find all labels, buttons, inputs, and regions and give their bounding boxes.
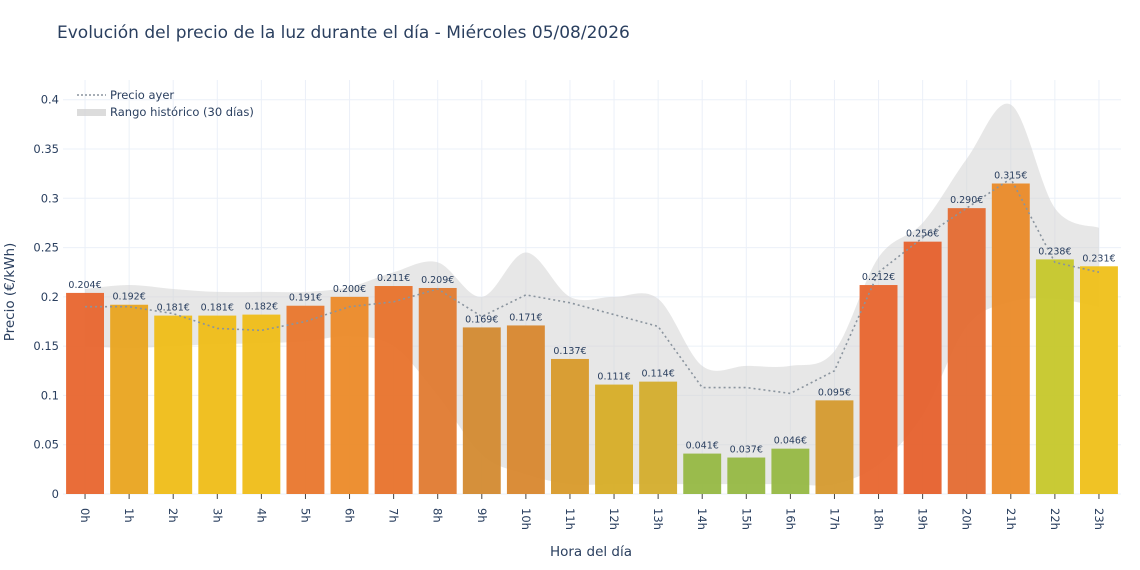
x-tick-label: 11h	[563, 508, 577, 530]
y-tick-label: 0.3	[41, 191, 59, 205]
x-axis-label: Hora del día	[550, 544, 632, 560]
bar-23h	[1080, 266, 1118, 494]
bar-value-labels: 0.204€ 0.192€ 0.181€ 0.181€ 0.182€ 0.191€ 0.20…	[68, 171, 1115, 456]
bar-8h	[418, 287, 457, 494]
historical-range-area	[85, 103, 1099, 486]
bar-value-label: 0.181€	[201, 303, 234, 314]
x-tick-label: 0h	[78, 508, 92, 523]
bar-value-label: 0.111€	[597, 372, 630, 383]
x-tick-label: 10h	[519, 508, 533, 530]
bar-value-label: 0.169€	[465, 314, 498, 325]
x-tick-label: 8h	[431, 508, 445, 523]
x-tick-label: 3h	[210, 508, 224, 523]
bar-value-label: 0.209€	[421, 275, 454, 286]
bar-value-label: 0.037€	[730, 445, 763, 456]
y-tick-label: 0.1	[41, 388, 59, 402]
legend-band-swatch	[77, 109, 106, 116]
bar-12h	[595, 384, 633, 494]
bar-value-label: 0.231€	[1082, 253, 1115, 264]
bar-value-label: 0.315€	[994, 171, 1027, 182]
x-tick-label: 4h	[254, 508, 268, 523]
bar-2h	[154, 315, 193, 494]
y-tick-labels: 0 0.05 0.1 0.15 0.2 0.25 0.3 0.35 0.4	[33, 93, 59, 501]
bar-value-label: 0.041€	[686, 441, 719, 452]
bar-value-label: 0.181€	[157, 303, 190, 314]
bar-5h	[286, 305, 325, 494]
x-tick-label: 1h	[122, 508, 136, 523]
x-tick-label: 21h	[1004, 508, 1018, 530]
legend: Precio ayer Rango histórico (30 días)	[77, 88, 254, 119]
bar-9h	[462, 327, 501, 494]
bar-15h	[727, 457, 766, 494]
bar-7h	[374, 286, 413, 494]
bar-20h	[947, 208, 986, 494]
bar-value-label: 0.200€	[333, 284, 366, 295]
x-tick-label: 23h	[1092, 508, 1106, 530]
bar-value-label: 0.211€	[377, 273, 410, 284]
x-tick-label: 12h	[607, 508, 621, 530]
x-tick-label: 13h	[651, 508, 665, 530]
legend-label-yesterday: Precio ayer	[110, 88, 174, 102]
x-tick-label: 17h	[827, 508, 841, 530]
bar-value-label: 0.212€	[862, 272, 895, 283]
bar-value-label: 0.114€	[642, 369, 675, 380]
x-tick-label: 18h	[872, 508, 886, 530]
bar-21h	[991, 183, 1030, 494]
x-tick-label: 2h	[166, 508, 180, 523]
bar-value-label: 0.137€	[553, 346, 586, 357]
bar-10h	[506, 325, 545, 494]
x-tick-label: 14h	[695, 508, 709, 530]
x-tick-label: 6h	[343, 508, 357, 523]
y-tick-label: 0.05	[33, 438, 59, 452]
bar-17h	[815, 400, 854, 494]
bar-value-label: 0.238€	[1038, 246, 1071, 257]
bar-value-label: 0.192€	[113, 292, 146, 303]
bar-19h	[903, 241, 942, 494]
x-tick-label: 9h	[475, 508, 489, 523]
x-tick-label: 15h	[739, 508, 753, 530]
bar-value-label: 0.204€	[68, 280, 101, 291]
y-tick-label: 0.4	[41, 93, 59, 107]
bar-value-label: 0.046€	[774, 436, 807, 447]
yesterday-price-line	[85, 177, 1100, 395]
bar-value-label: 0.095€	[818, 387, 851, 398]
bar-value-label: 0.182€	[245, 302, 278, 313]
bar-0h	[66, 292, 104, 494]
x-tick-label: 20h	[960, 508, 974, 530]
legend-label-historical: Rango histórico (30 días)	[110, 105, 254, 119]
bar-1h	[110, 304, 149, 494]
bar-value-label: 0.290€	[950, 195, 983, 206]
bar-14h	[683, 453, 722, 494]
y-tick-label: 0.35	[33, 142, 59, 156]
bar-4h	[242, 314, 281, 494]
x-tick-label: 22h	[1048, 508, 1062, 530]
y-tick-label: 0.25	[33, 241, 59, 255]
bar-value-label: 0.191€	[289, 293, 322, 304]
x-tick-labels: 0h 1h 2h 3h 4h 5h 6h 7h 8h 9h 10h 11h 12h 13h 14h 15h 16…	[78, 494, 1106, 530]
x-tick-label: 7h	[387, 508, 401, 523]
bar-16h	[771, 448, 810, 494]
x-tick-label: 16h	[783, 508, 797, 530]
bar-13h	[639, 381, 678, 494]
bar-6h	[330, 296, 369, 494]
x-tick-label: 5h	[298, 508, 312, 523]
y-tick-label: 0	[52, 487, 59, 501]
bar-value-label: 0.171€	[509, 312, 542, 323]
historical-range-band	[85, 103, 1099, 486]
bar-22h	[1035, 259, 1074, 494]
x-tick-label: 19h	[916, 508, 930, 530]
y-axis-label: Precio (€/kWh)	[2, 243, 18, 342]
price-bars	[66, 183, 1118, 494]
bar-11h	[551, 358, 589, 494]
y-tick-label: 0.2	[41, 290, 59, 304]
bar-3h	[198, 315, 237, 494]
bar-value-label: 0.256€	[906, 229, 939, 240]
bar-18h	[859, 285, 898, 494]
y-tick-label: 0.15	[33, 339, 59, 353]
yesterday-line	[85, 177, 1100, 395]
chart-title: Evolución del precio de la luz durante e…	[57, 23, 630, 43]
